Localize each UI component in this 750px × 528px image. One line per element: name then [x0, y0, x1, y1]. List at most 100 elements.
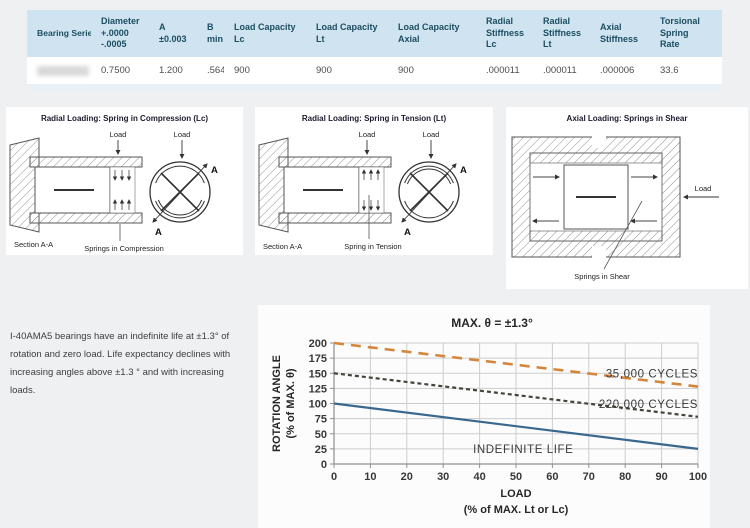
- table-cell-value: 1.200: [159, 65, 183, 77]
- table-cell-value: 900: [234, 65, 250, 77]
- shear-arrows: [532, 174, 658, 224]
- table-header-cell: A ±0.003: [149, 10, 197, 58]
- diagram-title: Radial Loading: Spring in Compression (L…: [40, 114, 209, 123]
- table-cell-value: .564: [207, 65, 226, 77]
- table-header-cell: Radial Stiffness Lt: [533, 10, 590, 58]
- table-header-label: B min: [207, 21, 224, 44]
- table-header-label: Load Capacity Lt: [316, 21, 378, 44]
- table-header-label: Diameter +.0000 -.0005: [101, 16, 140, 50]
- springs-label: Spring in Tension: [344, 242, 401, 251]
- table-header-row: Bearing Series Diameter +.0000 -.0005 A ±0…: [27, 10, 722, 58]
- section-a-marker: A: [155, 227, 162, 238]
- load-label: Load: [174, 130, 191, 139]
- y-tick-label: 150: [309, 368, 327, 380]
- table-cell: 900: [306, 57, 388, 85]
- table-header-label: A ±0.003: [159, 21, 187, 44]
- table-cell: 33.6: [650, 57, 722, 85]
- table-cell-value: 900: [398, 65, 414, 77]
- load-label: Load: [423, 130, 440, 139]
- y-tick-label: 200: [309, 338, 327, 350]
- x-tick-label: 30: [437, 471, 449, 483]
- springs-label: Springs in Compression: [84, 244, 164, 253]
- table-cell: .000011: [476, 57, 533, 85]
- table-header-cell: Bearing Series: [27, 10, 97, 58]
- x-tick-label: 100: [689, 471, 707, 483]
- housing-section: [511, 135, 681, 259]
- table-cell: 900: [224, 57, 306, 85]
- table-header-label: Axial Stiffness: [600, 21, 639, 44]
- table-header-label: Torsional Spring Rate: [660, 16, 700, 50]
- y-tick-label: 100: [309, 399, 327, 411]
- bearing-series-redacted: [37, 65, 89, 76]
- series-line-2: [333, 372, 699, 418]
- table-cell-value: 33.6: [660, 65, 679, 77]
- table-cell: .000006: [590, 57, 650, 85]
- x-tick-label: 40: [473, 471, 485, 483]
- table-bottom-strip: [27, 84, 722, 92]
- y-axis-title: ROTATION ANGLE: [271, 355, 283, 452]
- y-tick-label: 50: [315, 429, 327, 441]
- tension-spring-arrows: [361, 169, 381, 211]
- radial-tension-drawing: Load Load A A Section A-A Spring in Tens…: [258, 130, 467, 251]
- table-header-cell: Diameter +.0000 -.0005: [91, 10, 149, 58]
- section-a-marker: A: [460, 165, 467, 176]
- x-tick-label: 0: [331, 471, 337, 483]
- x-axis-subtitle: (% of MAX. Lt or Lc): [464, 504, 569, 516]
- x-tick-label: 60: [546, 471, 558, 483]
- table-cell: .000011: [533, 57, 590, 85]
- load-label: Load: [110, 130, 127, 139]
- table-header-cell: Load Capacity Axial: [388, 10, 476, 58]
- diagram-radial-compression-panel: Radial Loading: Spring in Compression (L…: [6, 107, 243, 255]
- compression-spring-arrows: [112, 170, 132, 210]
- x-tick-label: 80: [619, 471, 631, 483]
- table-header-cell: B min: [197, 10, 224, 58]
- table-cell-value: .000011: [543, 65, 577, 77]
- diagram-title: Axial Loading: Springs in Shear: [566, 114, 688, 123]
- table-header-cell: Torsional Spring Rate: [650, 10, 722, 58]
- rotation-load-chart: 0 10 20 30 40 50 60 70 80 90 100 0 25 50 75 100 125 150 17…: [271, 316, 707, 516]
- y-tick-label: 175: [309, 353, 327, 365]
- x-tick-label: 70: [583, 471, 595, 483]
- table-cell-value: 0.7500: [101, 65, 131, 77]
- section-label: Section A-A: [263, 242, 302, 251]
- front-view-circle: [149, 161, 211, 223]
- x-tick-label: 20: [401, 471, 413, 483]
- table-header-cell: Axial Stiffness: [590, 10, 650, 58]
- load-label: Load: [695, 184, 712, 193]
- chart-title: MAX. θ = ±1.3°: [451, 316, 533, 330]
- y-tick-label: 0: [321, 459, 327, 471]
- series-line-3: [333, 402, 699, 450]
- diagram-axial-shear-panel: Axial Loading: Springs in Shear: [506, 107, 748, 289]
- table-cell: .564: [197, 57, 226, 85]
- housing-section: [9, 137, 143, 233]
- table-header-label: Radial Stiffness Lt: [543, 16, 582, 50]
- housing-section: [258, 137, 392, 233]
- series-label: INDEFINITE LIFE: [473, 444, 573, 456]
- x-tick-label: 90: [655, 471, 667, 483]
- spec-table: Bearing Series Diameter +.0000 -.0005 A ±0…: [27, 10, 722, 92]
- series-label: 35,000 CYCLES: [606, 368, 698, 380]
- x-tick-label: 10: [364, 471, 376, 483]
- table-data-row: 0.7500 1.200 .564 900 900 900 .000011 .000011 .0…: [27, 57, 722, 85]
- diagram-radial-tension-panel: Radial Loading: Spring in Tension (Lt): [255, 107, 493, 255]
- section-a-marker: A: [211, 165, 218, 176]
- table-header-label: Load Capacity Lc: [234, 21, 296, 44]
- diagram-title: Radial Loading: Spring in Tension (Lt): [301, 114, 447, 123]
- bearing-series-cell: [27, 57, 91, 85]
- x-tick-label: 50: [510, 471, 522, 483]
- axial-shear-drawing: Load Springs in Shear: [511, 135, 719, 281]
- section-label: Section A-A: [14, 240, 53, 249]
- load-label: Load: [359, 130, 376, 139]
- table-cell: 1.200: [149, 57, 197, 85]
- table-cell: 900: [388, 57, 476, 85]
- table-header-label: Bearing Series: [37, 27, 98, 38]
- table-cell-value: .000006: [600, 65, 635, 77]
- table-header-cell: Load Capacity Lt: [306, 10, 388, 58]
- series-label: 220,000 CYCLES: [599, 399, 698, 411]
- y-tick-label: 75: [315, 414, 327, 426]
- front-view-circle: [398, 161, 460, 223]
- table-cell-value: 900: [316, 65, 332, 77]
- table-header-label: Radial Stiffness Lc: [486, 16, 525, 50]
- table-header-cell: Load Capacity Lc: [224, 10, 306, 58]
